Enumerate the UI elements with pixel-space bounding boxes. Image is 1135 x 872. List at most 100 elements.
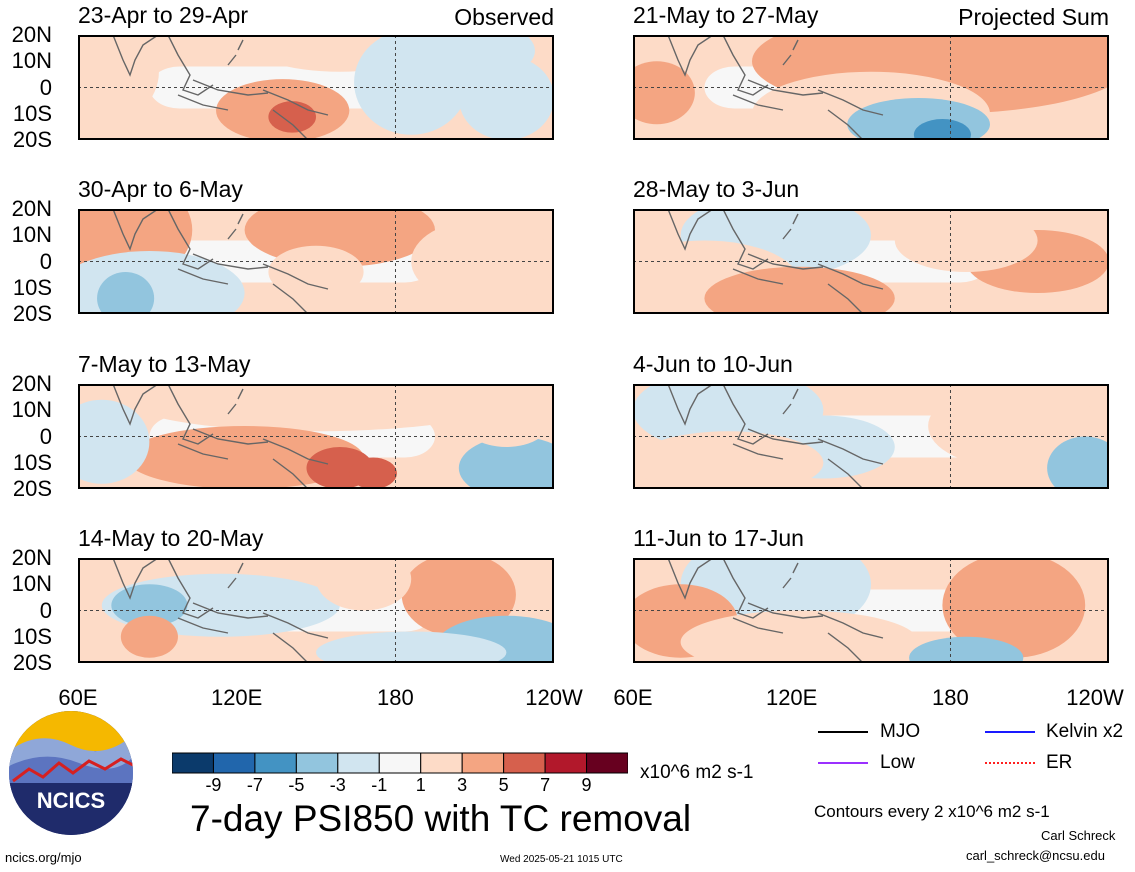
colorbar-tick-label: 1 <box>415 775 426 795</box>
panel-title: 23-Apr to 29-Apr <box>78 2 249 28</box>
field-contour <box>268 101 316 133</box>
email: carl_schreck@ncsu.edu <box>966 848 1105 863</box>
lat-tick-label: 20N <box>11 371 52 396</box>
colorbar-tick-label: 3 <box>457 775 468 795</box>
contour-note: Contours every 2 x10^6 m2 s-1 <box>814 802 1050 821</box>
coastline <box>667 558 884 663</box>
map-panel <box>78 384 554 489</box>
lat-tick-label: 20S <box>12 127 52 152</box>
lat-tick-label: 0 <box>39 74 52 100</box>
lat-tick-label: 10N <box>11 397 52 423</box>
field-contour <box>909 636 1024 663</box>
panel-title: 30-Apr to 6-May <box>78 176 243 202</box>
legend-label-er: ER <box>1046 752 1073 773</box>
field-contour <box>349 457 397 489</box>
panel-title: 7-May to 13-May <box>78 351 251 377</box>
lon-tick-label: 120E <box>210 685 263 710</box>
map-frame <box>633 558 1109 663</box>
field-contour <box>97 272 155 314</box>
colorbar-tick-label: -3 <box>329 775 346 795</box>
map-panel <box>78 558 554 663</box>
field-contour <box>633 431 824 489</box>
legend-line-mjo <box>818 731 868 733</box>
lat-tick-label: 20S <box>12 476 52 501</box>
map-panel <box>633 209 1109 314</box>
lat-tick-label: 0 <box>39 597 52 623</box>
logo-text: NCICS <box>36 788 106 813</box>
lon-tick-label: 120W <box>1066 685 1124 710</box>
map-frame <box>633 209 1109 314</box>
colorbar-tick-label: -7 <box>246 775 263 795</box>
lat-tick-label: 10S <box>12 274 52 300</box>
colorbar-tick-label: -5 <box>288 775 305 795</box>
map-panel <box>633 558 1109 663</box>
lat-tick-label: 20S <box>12 650 52 675</box>
lon-tick-label: 180 <box>376 685 414 710</box>
colorbar-swatch <box>337 752 380 774</box>
colorbar-tick-label: -1 <box>371 775 388 795</box>
panel-tag: Observed <box>454 4 554 30</box>
field-contour <box>928 384 1100 468</box>
colorbar-tick-label: 5 <box>498 775 509 795</box>
lat-tick-label: 0 <box>39 423 52 449</box>
lon-tick-label: 60E <box>613 685 653 710</box>
lon-tick-label: 120E <box>765 685 818 710</box>
field-contour <box>316 558 412 611</box>
lat-tick-label: 10S <box>12 623 52 649</box>
colorbar-swatch <box>586 752 628 774</box>
coastline <box>667 384 884 489</box>
legend-label-low: Low <box>880 752 915 773</box>
map-panel <box>78 35 554 140</box>
lat-tick-label: 10N <box>11 571 52 597</box>
field-contour <box>458 56 554 140</box>
lat-tick-label: 10N <box>11 222 52 248</box>
coastline <box>667 209 884 314</box>
map-frame <box>78 384 554 489</box>
lat-tick-label: 10S <box>12 100 52 126</box>
colorbar-swatch <box>461 752 505 774</box>
legend-label-kelvin: Kelvin x2 <box>1046 721 1124 742</box>
colorbar-swatch <box>295 752 339 774</box>
field-contour <box>1047 436 1109 489</box>
legend-label-mjo: MJO <box>880 721 921 742</box>
map-panel <box>78 209 554 314</box>
legend-line-er <box>985 762 1035 764</box>
panel-title: 21-May to 27-May <box>633 2 819 28</box>
colorbar-units: x10^6 m2 s-1 <box>640 762 754 783</box>
coastline <box>112 35 329 140</box>
legend-line-low <box>818 762 868 764</box>
colorbar-swatch <box>378 752 422 774</box>
lat-tick-label: 20N <box>11 22 52 47</box>
lon-tick-label: 180 <box>931 685 969 710</box>
coastline <box>112 558 329 663</box>
figure-title: 7-day PSI850 with TC removal <box>190 798 692 839</box>
field-contour <box>120 615 178 658</box>
lat-tick-label: 20N <box>11 545 52 570</box>
field-contour <box>704 266 895 314</box>
colorbar-swatch <box>254 752 297 774</box>
field-contour <box>458 384 554 447</box>
map-frame <box>78 558 554 663</box>
field-contour <box>125 426 364 489</box>
timestamp: Wed 2025-05-21 1015 UTC <box>500 854 623 865</box>
field-contour <box>942 558 1086 658</box>
lat-tick-label: 10N <box>11 48 52 74</box>
coastline <box>667 35 884 140</box>
field-contour <box>268 245 364 299</box>
colorbar-swatch <box>503 752 546 774</box>
panel-title: 4-Jun to 10-Jun <box>633 351 793 377</box>
map-frame <box>633 384 1109 489</box>
field-contour <box>680 610 919 663</box>
lat-tick-label: 20S <box>12 301 52 326</box>
field-contour <box>913 119 971 140</box>
author: Carl Schreck <box>1041 828 1116 843</box>
ncics-logo: NCICS <box>9 711 133 835</box>
panel-title: 28-May to 3-Jun <box>633 176 800 202</box>
colorbar-swatch <box>212 752 256 774</box>
colorbar <box>172 752 628 774</box>
field-contour <box>78 35 159 125</box>
map-panel <box>633 384 1109 489</box>
colorbar-swatch <box>172 752 214 774</box>
colorbar-tick-label: 9 <box>581 775 592 795</box>
lon-tick-label: 60E <box>58 685 98 710</box>
